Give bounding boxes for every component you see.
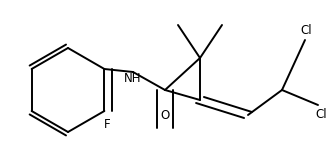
Text: F: F (104, 118, 111, 132)
Text: Cl: Cl (315, 108, 327, 121)
Text: NH: NH (124, 72, 142, 85)
Text: O: O (160, 109, 170, 122)
Text: Cl: Cl (301, 24, 312, 37)
